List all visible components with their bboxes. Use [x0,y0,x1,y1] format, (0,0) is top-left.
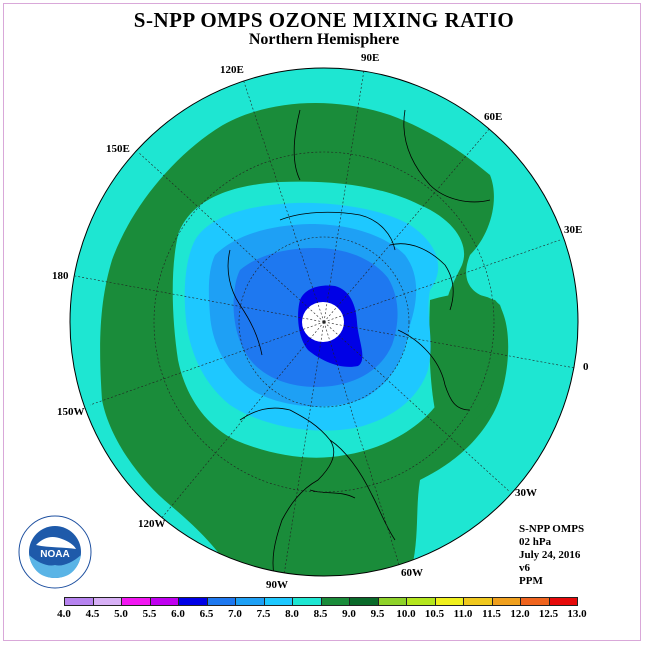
lon-label-90e: 90E [361,52,379,64]
info-block: S-NPP OMPS 02 hPa July 24, 2016 v6 PPM [519,523,584,588]
figure-frame [3,3,641,641]
colorbar-swatch [377,597,407,606]
colorbar-tick-label: 4.5 [85,608,100,620]
colorbar-swatch [520,597,550,606]
colorbar-tick-label: 8.0 [285,608,299,620]
colorbar-tick-label: 12.5 [538,608,559,620]
graticule [74,69,576,576]
colorbar-tick-label: 6.5 [199,608,214,620]
ozone-field [70,68,578,576]
colorbar-swatch [206,597,236,606]
colorbar-swatch [349,597,379,606]
lon-label-90w: 90W [266,579,288,591]
noaa-logo-text: NOAA [40,549,69,560]
lon-label-0: 0 [583,361,589,373]
colorbar-tick-label: 5.0 [114,608,128,620]
lon-label-180: 180 [52,270,69,282]
colorbar-swatch [463,597,493,606]
map-title: S-NPP OMPS OZONE MIXING RATIO [133,8,515,32]
noaa-logo: NOAA [18,515,92,589]
colorbar-swatch [92,597,122,606]
info-version: v6 [519,562,530,574]
colorbar-tick-label: 7.5 [256,608,271,620]
colorbar-swatch [149,597,179,606]
lon-label-30w: 30W [515,487,537,499]
colorbar-tick-label: 7.0 [228,608,242,620]
colorbar-tick-label: 5.5 [142,608,157,620]
green-patch-atlantic [429,293,507,431]
colorbar-tick-label: 10.0 [396,608,416,620]
colorbar-tick-label: 9.0 [342,608,356,620]
colorbar-swatch [434,597,464,606]
colorbar-swatch [491,597,521,606]
colorbar-swatch [178,597,208,606]
colorbar-swatch [235,597,265,606]
info-instrument: S-NPP OMPS [519,523,585,535]
colorbar-tick-label: 13.0 [567,608,587,620]
colorbar-swatch [121,597,151,606]
colorbar-swatch [548,597,578,606]
colorbar-tick-label: 8.5 [313,608,328,620]
info-level: 02 hPa [519,536,552,548]
colorbar-tick-label: 6.0 [171,608,185,620]
lon-label-120w: 120W [138,518,166,530]
colorbar-tick-label: 12.0 [510,608,530,620]
info-units: PPM [519,575,543,587]
lon-label-150e: 150E [106,143,130,155]
lon-label-150w: 150W [57,406,85,418]
lon-label-60w: 60W [401,567,423,579]
colorbar-tick-label: 9.5 [370,608,385,620]
lon-label-120e: 120E [220,64,244,76]
colorbar-tick-label: 10.5 [424,608,445,620]
lon-label-60e: 60E [484,111,502,123]
map-subtitle: Northern Hemisphere [248,31,400,48]
lon-label-30e: 30E [564,224,582,236]
colorbar-tick-label: 11.5 [482,608,501,620]
colorbar-swatch [320,597,350,606]
colorbar-swatch [406,597,436,606]
colorbar-swatch [292,597,322,606]
colorbar-swatch [263,597,293,606]
info-date: July 24, 2016 [519,549,581,561]
colorbar-tick-label: 4.0 [57,608,71,620]
colorbar-swatch [64,597,94,606]
map-boundary-circle [69,67,579,577]
colorbar-tick-label: 11.0 [453,608,473,620]
noaa-logo-icon: NOAA [18,515,92,589]
